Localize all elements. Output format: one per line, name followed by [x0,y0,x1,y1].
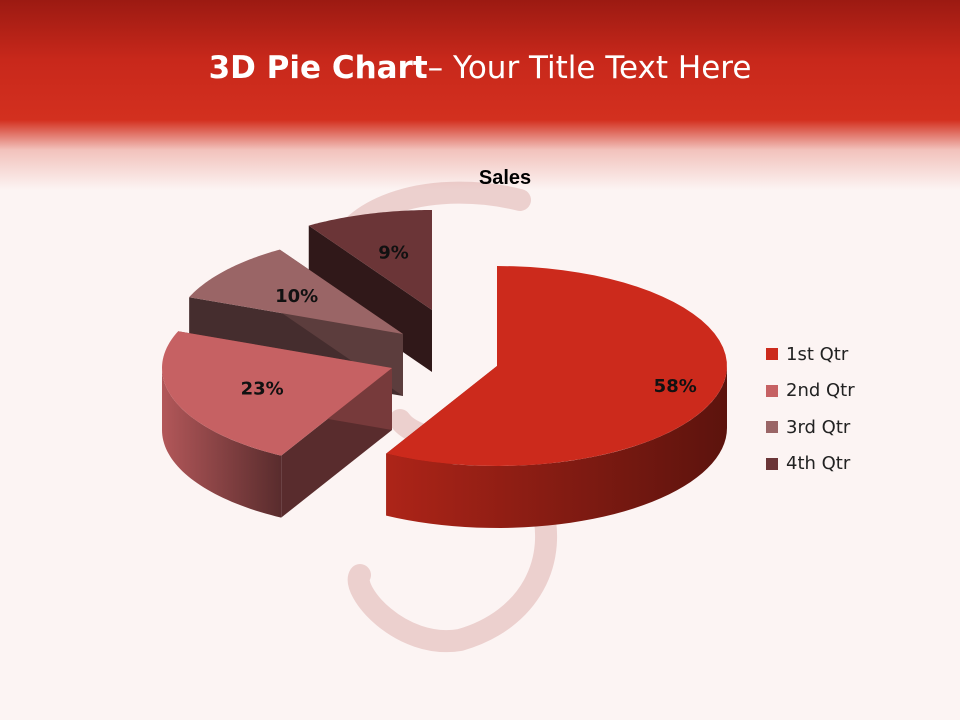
slice-outer-wall [386,366,727,528]
slice-outer-wall [162,368,282,518]
data-label: 23% [241,378,284,399]
legend-item: 2nd Qtr [766,373,855,410]
slice-top [308,210,432,310]
legend-label: 4th Qtr [786,453,851,475]
legend-item: 4th Qtr [766,446,855,483]
chart-title: Sales [478,167,532,189]
slide-title-rest: – Your Title Text Here [427,50,752,86]
data-label: 10% [275,286,318,307]
slice-top [162,331,392,456]
legend-label: 2nd Qtr [786,380,855,402]
legend-label: 1st Qtr [786,343,849,365]
legend-swatch [766,421,778,434]
legend-item: 3rd Qtr [766,409,855,446]
legend: 1st Qtr 2nd Qtr 3rd Qtr 4th Qtr [766,336,855,482]
legend-swatch [766,457,778,470]
data-label: 9% [378,242,409,263]
title-band [0,0,960,190]
legend-label: 3rd Qtr [786,416,851,438]
slide-title-bold: 3D Pie Chart [208,50,428,86]
slice-top [386,266,727,466]
legend-item: 1st Qtr [766,336,855,373]
slice-top [189,249,403,334]
legend-swatch [766,384,778,397]
slide-title: 3D Pie Chart– Your Title Text Here [0,50,960,86]
pie-slice-1 [386,266,727,528]
pie-slice-2 [162,331,392,518]
data-label: 58% [654,376,697,397]
legend-swatch [766,348,778,361]
